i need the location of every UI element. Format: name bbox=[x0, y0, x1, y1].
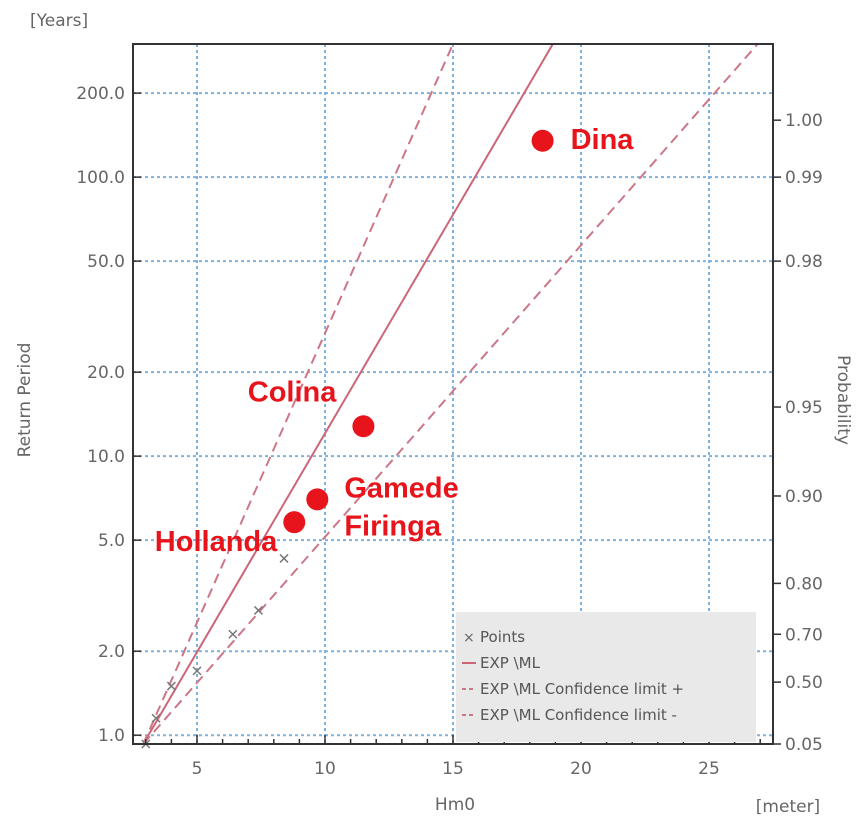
y2-axis-label: Probability bbox=[833, 355, 853, 445]
x-axis-label: Hm0 bbox=[435, 795, 475, 815]
x-tick-label: 20 bbox=[570, 759, 592, 779]
event-label: Firinga bbox=[344, 510, 442, 542]
probability-tick-label: 0.99 bbox=[785, 168, 823, 188]
confidence-limit-line bbox=[142, 43, 759, 745]
y-tick-label: 20.0 bbox=[87, 363, 125, 383]
probability-tick-label: 0.80 bbox=[785, 574, 823, 594]
x-tick-label: 10 bbox=[314, 759, 336, 779]
legend: × Points EXP \ML EXP \ML Confidence limit +… bbox=[456, 612, 756, 742]
legend-label: EXP \ML Confidence limit - bbox=[480, 706, 677, 724]
event-label: Colina bbox=[248, 376, 337, 408]
event-label: Dina bbox=[571, 124, 635, 156]
legend-box bbox=[456, 612, 756, 742]
point-marker bbox=[279, 553, 289, 563]
points-layer bbox=[141, 553, 289, 749]
y-axis-label: Return Period bbox=[15, 343, 35, 458]
probability-tick-label: 0.98 bbox=[785, 252, 823, 272]
point-marker bbox=[192, 666, 202, 676]
point-marker bbox=[166, 681, 176, 691]
probability-tick-label: 0.50 bbox=[785, 673, 823, 693]
point-marker bbox=[228, 629, 238, 639]
legend-label: Points bbox=[480, 628, 525, 646]
point-marker bbox=[253, 605, 263, 615]
x-tick-label: 15 bbox=[442, 759, 464, 779]
y-tick-label: 200.0 bbox=[76, 84, 125, 104]
y-unit-label: [Years] bbox=[30, 11, 88, 31]
legend-label: EXP \ML bbox=[480, 654, 541, 672]
y-tick-label: 100.0 bbox=[76, 168, 125, 188]
probability-tick-label: 0.70 bbox=[785, 625, 823, 645]
probability-tick-label: 0.95 bbox=[785, 398, 823, 418]
x-tick-label: 25 bbox=[698, 759, 720, 779]
point-marker bbox=[151, 713, 161, 723]
fit-lines bbox=[142, 43, 759, 745]
x-tick-label: 5 bbox=[192, 759, 203, 779]
probability-tick-label: 1.00 bbox=[785, 111, 823, 131]
y-tick-label: 50.0 bbox=[87, 252, 125, 272]
highlighted-events: Dina Colina Gamede Firinga Hollanda bbox=[155, 124, 635, 558]
x-axis-ticks: 5 10 15 20 25 bbox=[145, 735, 761, 779]
event-marker bbox=[352, 415, 375, 438]
probability-tick-label: 0.05 bbox=[785, 735, 823, 755]
x-unit-label: [meter] bbox=[756, 797, 820, 817]
event-label: Gamede bbox=[344, 472, 458, 504]
y-tick-label: 5.0 bbox=[98, 531, 125, 551]
y-tick-label: 10.0 bbox=[87, 447, 125, 467]
legend-marker-icon: × bbox=[463, 630, 475, 646]
y-tick-label: 2.0 bbox=[98, 642, 125, 662]
y-tick-label: 1.0 bbox=[98, 726, 125, 746]
event-marker bbox=[283, 511, 306, 534]
event-label: Hollanda bbox=[155, 526, 278, 558]
fit-line bbox=[142, 43, 554, 745]
event-marker bbox=[306, 488, 329, 511]
probability-axis-ticks: 0.05 0.50 0.70 0.80 0.90 0.95 0.98 0.99 1.00 bbox=[773, 111, 823, 755]
probability-tick-label: 0.90 bbox=[785, 487, 823, 507]
event-marker bbox=[531, 129, 554, 152]
legend-label: EXP \ML Confidence limit + bbox=[480, 680, 684, 698]
y-axis-ticks: 1.0 2.0 5.0 10.0 20.0 50.0 100.0 200.0 bbox=[76, 84, 141, 746]
